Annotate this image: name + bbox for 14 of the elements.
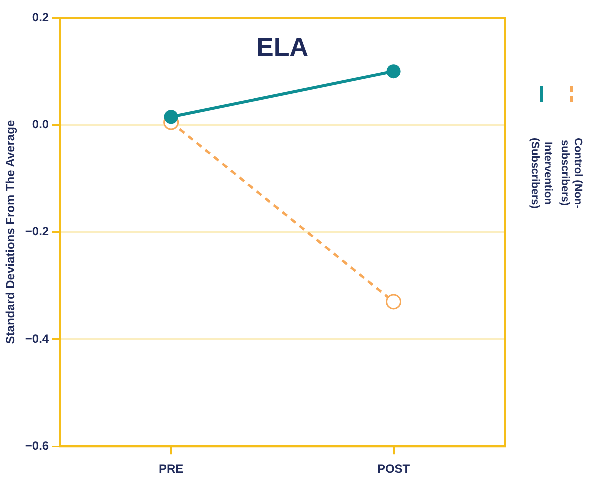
y-tick-label: −0.2 bbox=[25, 224, 50, 239]
point bbox=[164, 110, 178, 124]
y-tick-label: 0.2 bbox=[32, 10, 50, 24]
y-tick-label: −0.4 bbox=[25, 332, 50, 346]
x-tick-label: PRE bbox=[158, 462, 184, 476]
y-axis-title: Standard Deviations From The Average bbox=[4, 120, 18, 344]
x-tick-label: POST bbox=[377, 462, 411, 476]
y-tick-label: −0.6 bbox=[25, 438, 50, 453]
text: Control (Non-subscribers) bbox=[558, 136, 584, 210]
y-tick-label: 0.0 bbox=[32, 117, 50, 132]
text: ELA bbox=[256, 32, 309, 62]
point bbox=[386, 294, 402, 310]
point bbox=[386, 64, 401, 79]
text: Intervention (Subscribers) bbox=[528, 136, 554, 210]
